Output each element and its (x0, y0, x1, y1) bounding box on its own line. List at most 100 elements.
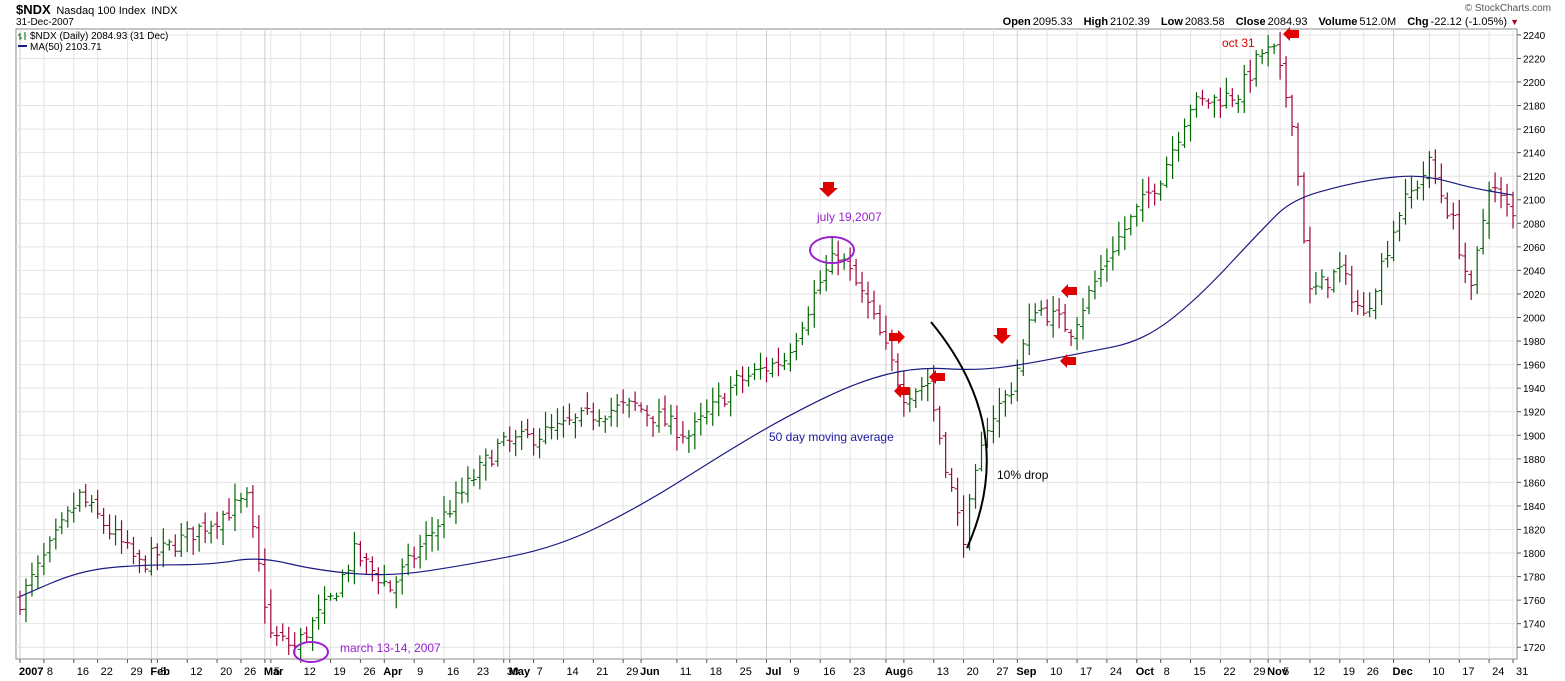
legend-bar-icon (18, 32, 26, 40)
price-bar (512, 429, 519, 457)
price-bar (1324, 276, 1331, 299)
price-bar (273, 626, 280, 646)
price-bar (1080, 298, 1087, 340)
y-tick-label: 2000 (1523, 314, 1546, 325)
price-bar (1492, 172, 1499, 203)
price-bar (112, 515, 119, 546)
chg-value: -22.12 (-1.05%) (1430, 16, 1508, 28)
price-bar (608, 397, 615, 427)
x-tick-label: Nov (1267, 666, 1289, 678)
price-bar (1085, 285, 1092, 315)
price-bar (136, 549, 143, 574)
right-arrow-icon (889, 330, 905, 344)
price-bar (106, 514, 113, 540)
x-tick-label: Aug (885, 666, 906, 678)
x-tick-label: May (509, 666, 531, 678)
price-bar (530, 428, 537, 456)
x-tick-label: 9 (793, 666, 799, 678)
price-bar (656, 398, 663, 433)
price-bar (638, 402, 645, 413)
price-bar (942, 431, 949, 479)
price-bar (1133, 203, 1140, 227)
x-tick-label: 7 (537, 666, 543, 678)
x-tick-label: 31 (1516, 666, 1528, 678)
price-bar (596, 409, 603, 427)
price-bar (882, 315, 889, 350)
price-bar (279, 623, 286, 642)
price-bar (1169, 136, 1176, 180)
open-label: Open (1002, 16, 1031, 28)
y-tick-label: 2200 (1523, 78, 1546, 89)
price-bar (1474, 246, 1481, 295)
price-bar (1097, 255, 1104, 287)
x-tick-label: 26 (1367, 666, 1379, 678)
price-bar (626, 397, 633, 418)
y-tick-label: 2140 (1523, 149, 1546, 160)
price-bar (691, 412, 698, 450)
price-bar (1414, 180, 1421, 200)
price-bar (1205, 98, 1212, 109)
price-bar (470, 468, 477, 487)
exchange-name: INDX (151, 5, 178, 17)
price-bar (1235, 94, 1242, 113)
price-bar (805, 306, 812, 336)
price-bar (1044, 299, 1051, 326)
x-tick-label: 10 (1432, 666, 1444, 678)
y-tick-label: 1820 (1523, 525, 1546, 536)
price-bar (739, 366, 746, 394)
drop-annotation: 10% drop (997, 468, 1049, 482)
price-bar (154, 543, 161, 571)
price-bar (1450, 202, 1457, 230)
price-bar (769, 357, 776, 378)
x-tick-label: 22 (1223, 666, 1235, 678)
legend: $NDX (Daily) 2084.93 (31 Dec) MA(50) 210… (18, 31, 168, 53)
left-arrow-icon (1283, 27, 1299, 41)
x-tick-label: Sep (1016, 666, 1036, 678)
index-name: Nasdaq 100 Index (56, 5, 146, 17)
price-bar (464, 466, 471, 503)
open-value: 2095.33 (1032, 16, 1073, 28)
x-tick-label: 24 (1110, 666, 1122, 678)
price-bar (996, 387, 1003, 438)
x-tick-label: Feb (150, 666, 170, 678)
price-bar (46, 536, 53, 563)
price-bar (811, 279, 818, 328)
price-bar (614, 393, 621, 428)
price-bar (64, 506, 71, 528)
y-tick-label: 2160 (1523, 125, 1546, 136)
price-bar (1199, 89, 1206, 106)
price-bar (1354, 290, 1361, 315)
down-arrow-icon (993, 328, 1011, 344)
price-bar (309, 617, 316, 651)
price-bar (148, 536, 155, 576)
x-tick-label: 22 (101, 666, 113, 678)
price-bar (58, 512, 65, 535)
price-bar (214, 511, 221, 539)
price-bar (1384, 240, 1391, 268)
price-bar (1426, 151, 1433, 189)
x-tick-label: 27 (996, 666, 1008, 678)
price-bar (870, 290, 877, 320)
y-tick-label: 1800 (1523, 549, 1546, 560)
price-bar (243, 487, 250, 508)
price-bar (1504, 183, 1511, 217)
price-bar (1312, 271, 1319, 295)
chg-label: Chg (1407, 16, 1429, 28)
price-bar (518, 420, 525, 451)
brand-credit: © StockCharts.com (1464, 3, 1551, 14)
price-bar (751, 363, 758, 381)
price-bar (1342, 254, 1349, 285)
price-bar (339, 569, 346, 598)
price-bar (231, 483, 238, 532)
price-bar (721, 392, 728, 407)
price-bar (787, 343, 794, 372)
price-bar (321, 586, 328, 624)
price-bar (423, 521, 430, 561)
y-tick-label: 2060 (1523, 243, 1546, 254)
price-bar (166, 539, 173, 551)
x-tick-label: 9 (417, 666, 423, 678)
x-tick-label: 5 (274, 666, 280, 678)
price-bar (1187, 104, 1194, 142)
x-tick-label: Mar (264, 666, 284, 678)
